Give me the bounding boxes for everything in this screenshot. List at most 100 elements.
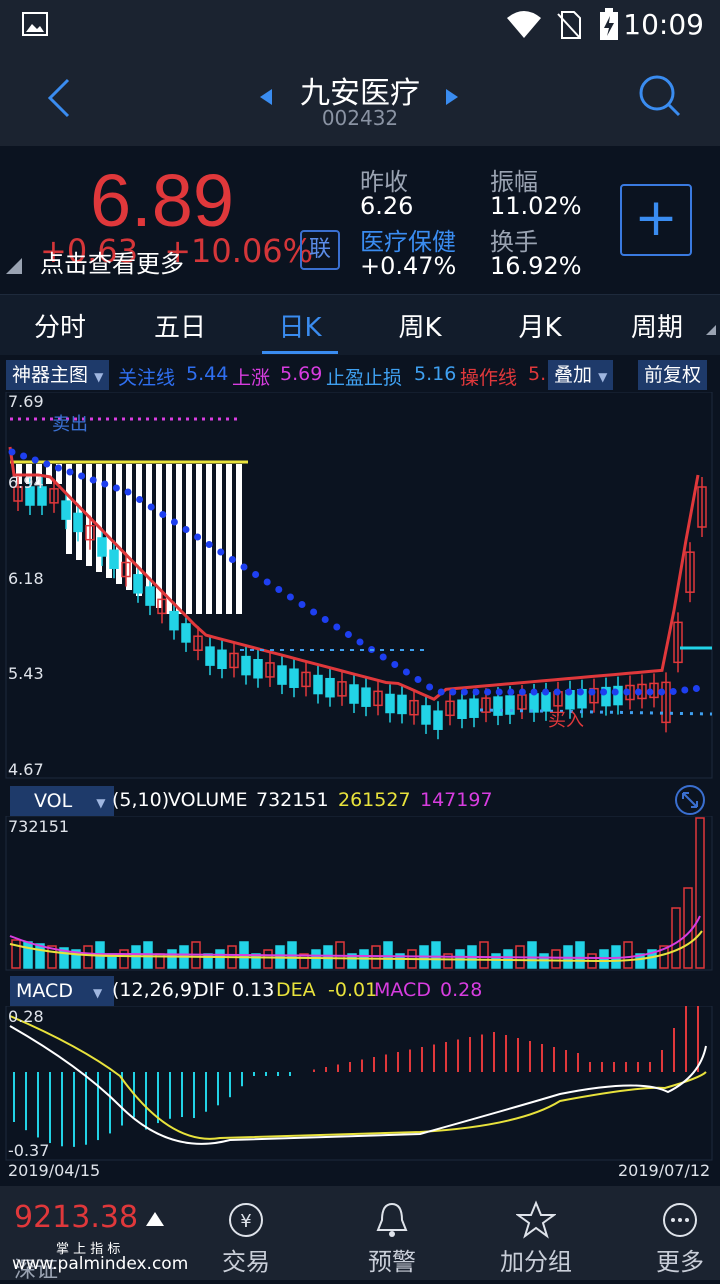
prev-stock-icon[interactable]: [258, 88, 274, 106]
candle: [37, 486, 47, 506]
tab-five-day[interactable]: 五日: [153, 313, 206, 343]
focus-line-label: 关注线: [118, 367, 176, 389]
focus-dot: [43, 460, 51, 468]
nav-trade[interactable]: 交易: [222, 1248, 270, 1276]
adjust-select[interactable]: 前复权: [638, 360, 708, 390]
candle: [697, 486, 707, 528]
nav-alert[interactable]: 预警: [368, 1248, 416, 1276]
turnover-label: 换手: [490, 228, 538, 256]
macd-bottom-label: -0.37: [8, 1141, 49, 1160]
focus-dot: [31, 456, 39, 464]
dif-value: 0.13: [232, 979, 275, 1001]
linked-button[interactable]: 联: [300, 230, 340, 270]
focus-dot: [344, 631, 352, 638]
macd-select[interactable]: MACD ▼: [10, 976, 114, 1006]
candle: [169, 610, 179, 631]
next-stock-icon[interactable]: [444, 88, 460, 106]
tab-monthly-k[interactable]: 月K: [518, 313, 562, 343]
more-icon[interactable]: [660, 1200, 700, 1240]
candle: [13, 486, 23, 502]
rise-label: 上涨: [232, 367, 271, 389]
index-value[interactable]: 9213.38: [14, 1200, 139, 1235]
more-info-tip[interactable]: 点击查看更多: [40, 250, 184, 278]
vol-select[interactable]: VOL ▼: [10, 786, 114, 816]
candle: [337, 681, 347, 697]
candle: [385, 693, 395, 714]
star-icon[interactable]: [516, 1200, 556, 1240]
nav-more[interactable]: 更多: [656, 1248, 704, 1276]
focus-dot: [576, 688, 584, 696]
candle: [301, 671, 311, 688]
volume-bar: [671, 907, 681, 969]
period-tabs: 分时 五日 日K 周K 月K 周期: [0, 294, 720, 355]
macd-value: 0.28: [440, 979, 483, 1001]
focus-dot: [414, 676, 422, 683]
macd-params: (12,26,9): [112, 979, 200, 1001]
trade-icon[interactable]: ¥: [226, 1200, 266, 1240]
signal-bar: [226, 464, 232, 614]
signal-bar: [46, 464, 52, 484]
candle: [25, 486, 35, 506]
candle: [229, 652, 239, 669]
tab-period[interactable]: 周期: [630, 313, 683, 343]
sell-signal-label: 卖出: [52, 414, 88, 435]
volume-bar: [647, 949, 657, 969]
vol-top-label: 732151: [8, 817, 69, 836]
volume-chart: 732151: [5, 816, 713, 971]
signal-bar: [166, 464, 172, 614]
focus-dot: [263, 578, 271, 586]
focus-dot: [379, 653, 387, 661]
dif-line: [9, 1025, 707, 1145]
signal-bar: [96, 464, 102, 572]
add-watchlist-button[interactable]: +: [620, 184, 692, 256]
candle: [469, 698, 479, 718]
price-change: +0.63 +10.06%: [40, 232, 313, 270]
bell-icon[interactable]: [372, 1200, 412, 1240]
nav-add-group[interactable]: 加分组: [500, 1248, 572, 1276]
no-sim-icon: [557, 11, 581, 39]
volume-bar: [683, 887, 693, 969]
macd-chart: 0.28 -0.37 2019/04/15 2019/07/12: [5, 1006, 713, 1180]
focus-dot: [298, 601, 306, 608]
signal-bar: [206, 464, 212, 614]
focus-dot: [240, 563, 248, 571]
candlestick-chart[interactable]: 7.69 6.94 6.18 5.43 4.67 卖出 买入: [0, 392, 720, 780]
buy-signal-label: 买入: [548, 710, 584, 731]
stop-line-2: [479, 708, 713, 716]
tab-intraday[interactable]: 分时: [33, 313, 86, 343]
volume-bar: [503, 949, 513, 969]
macd-select-label: MACD: [16, 980, 73, 1002]
op-line-label: 操作线: [460, 367, 518, 389]
overlay-select[interactable]: 叠加 ▼: [548, 360, 614, 390]
chevron-down-icon: ▼: [93, 986, 103, 1000]
candle: [313, 674, 323, 695]
vol-select-label: VOL: [34, 790, 73, 812]
overlay-label: 叠加: [554, 364, 593, 386]
focus-dot: [78, 472, 86, 480]
focus-dot: [437, 688, 445, 696]
search-icon[interactable]: [638, 74, 682, 118]
wifi-icon: [507, 11, 541, 38]
volume-bar: [347, 953, 357, 969]
stop-label: 止盈止损: [326, 367, 403, 389]
bottom-nav: 9213.38 掌 上 指 标 深证 www.palmindex.com ¥ 交…: [0, 1186, 720, 1283]
signal-bar: [56, 464, 62, 484]
expand-icon[interactable]: [674, 784, 706, 816]
volume-bar: [659, 945, 669, 969]
volume-bar: [527, 941, 537, 969]
main-indicator-select[interactable]: 神器主图 ▼: [6, 360, 110, 390]
volume-bar: [551, 949, 561, 969]
candle: [445, 700, 455, 717]
focus-dot: [333, 623, 341, 631]
y-label-bottom: 4.67: [8, 760, 44, 779]
sector-link[interactable]: 医疗保健: [360, 228, 456, 256]
watermark: www.palmindex.com: [12, 1254, 189, 1274]
back-icon[interactable]: [44, 78, 74, 118]
change-percent: +10.06%: [164, 232, 314, 270]
focus-dot: [147, 503, 155, 511]
volume-bar: [215, 949, 225, 969]
tab-weekly-k[interactable]: 周K: [398, 313, 442, 343]
macd-top-label: 0.28: [8, 1007, 44, 1026]
tab-daily-k[interactable]: 日K: [278, 313, 322, 343]
prev-close-value: 6.26: [360, 192, 414, 220]
